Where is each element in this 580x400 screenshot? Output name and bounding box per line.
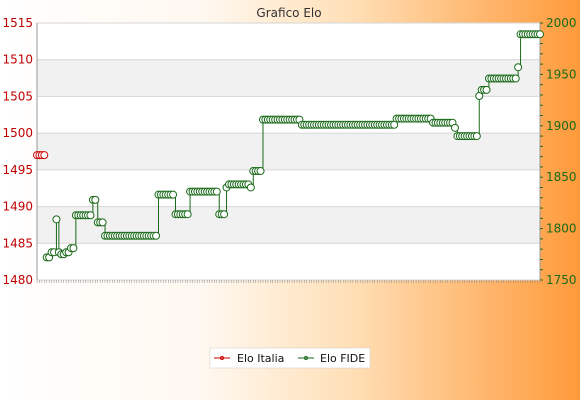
right-axis: 1750 1800 1850 1900 1950 2000 (540, 16, 577, 287)
legend-box (209, 347, 371, 369)
grid-band (37, 243, 540, 280)
data-point (86, 211, 95, 220)
right-tick-label: 2000 (546, 16, 577, 30)
data-point (246, 183, 255, 192)
chart-title: Grafico Elo (256, 6, 321, 20)
data-point (69, 244, 78, 253)
data-point (536, 30, 544, 39)
data-point (169, 190, 178, 199)
legend-label-fide: Elo FIDE (320, 352, 365, 365)
grid-layer (36, 22, 541, 281)
right-tick-label: 1900 (546, 119, 577, 133)
legend-swatch-italia-dot (220, 356, 224, 360)
x-axis-labels (36, 280, 541, 283)
data-point (212, 187, 221, 196)
left-tick-label: 1515 (2, 16, 33, 30)
left-axis: 1480 1485 1490 1495 1500 1505 1510 1515 (2, 16, 33, 287)
data-point (183, 210, 192, 219)
data-point (482, 85, 491, 94)
legend: Elo Italia Elo FIDE (209, 347, 371, 369)
data-point (256, 167, 265, 176)
legend-swatch-fide-dot (304, 356, 308, 360)
right-tick-label: 1800 (546, 222, 577, 236)
data-point (91, 195, 100, 204)
left-tick-label: 1510 (2, 53, 33, 67)
data-point (450, 123, 459, 132)
data-point (98, 218, 107, 227)
data-point (511, 74, 520, 83)
left-tick-label: 1490 (2, 200, 33, 214)
grid-band (37, 23, 540, 60)
series-layer (33, 30, 544, 262)
legend-label-italia: Elo Italia (237, 352, 284, 365)
left-tick-label: 1480 (2, 273, 33, 287)
grid-band (37, 96, 540, 134)
left-tick-label: 1505 (2, 89, 33, 103)
data-point (40, 151, 49, 160)
left-tick-label: 1500 (2, 126, 33, 140)
data-point (472, 132, 481, 141)
grid-band (37, 59, 540, 97)
grid-band (37, 169, 540, 207)
data-point (52, 215, 61, 224)
right-tick-label: 1850 (546, 170, 577, 184)
data-point (152, 231, 161, 240)
right-tick-label: 1750 (546, 273, 577, 287)
data-point (220, 210, 229, 219)
right-tick-label: 1950 (546, 67, 577, 81)
data-point (514, 63, 523, 72)
left-tick-label: 1495 (2, 163, 33, 177)
left-tick-label: 1485 (2, 236, 33, 250)
